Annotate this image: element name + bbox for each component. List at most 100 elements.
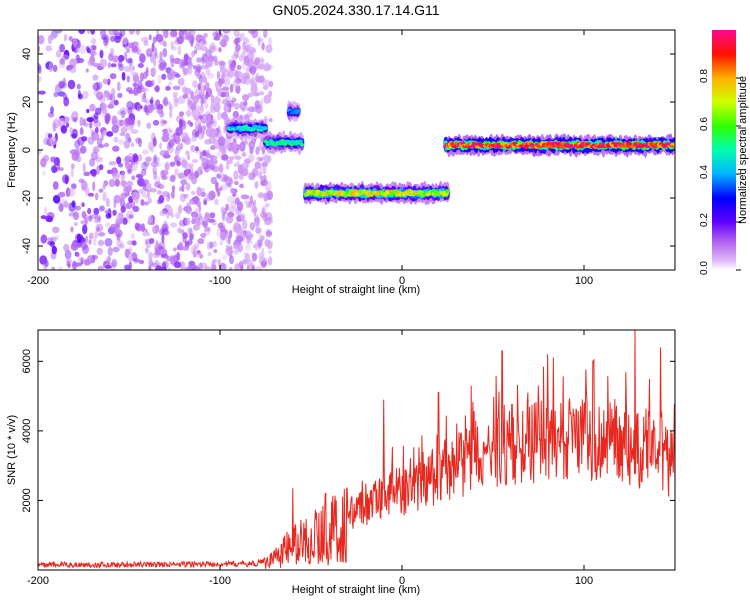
heatmap-cell bbox=[176, 161, 182, 167]
heatmap-cell bbox=[251, 264, 256, 270]
heatmap-cell bbox=[81, 244, 90, 255]
heatmap-cell bbox=[242, 94, 249, 102]
heatmap-cell bbox=[243, 200, 250, 205]
heatmap-cell bbox=[50, 156, 56, 163]
heatmap-cell bbox=[147, 197, 152, 204]
heatmap-cell bbox=[185, 109, 192, 117]
heatmap-cell bbox=[49, 36, 54, 41]
heatmap-cell bbox=[43, 154, 50, 163]
heatmap-cell bbox=[230, 187, 234, 194]
heatmap-cell bbox=[136, 120, 141, 128]
heatmap-cell bbox=[200, 162, 206, 169]
heatmap-cell bbox=[212, 240, 217, 248]
heatmap-cell bbox=[185, 205, 193, 215]
heatmap-cell bbox=[105, 213, 112, 219]
heatmap-cell bbox=[55, 50, 62, 58]
heatmap-cell bbox=[96, 165, 101, 175]
heatmap-cell bbox=[204, 139, 212, 145]
heatmap-cell bbox=[218, 78, 225, 85]
heatmap-cell bbox=[38, 44, 41, 54]
heatmap-cell bbox=[161, 120, 168, 125]
heatmap-cell bbox=[172, 85, 181, 91]
heatmap-cell bbox=[150, 67, 157, 75]
heatmap-cell bbox=[177, 172, 185, 180]
heatmap-cell bbox=[47, 240, 55, 246]
heatmap-cell bbox=[90, 151, 99, 161]
heatmap-cell bbox=[254, 57, 261, 66]
heatmap-cell bbox=[207, 127, 212, 135]
heatmap-cell bbox=[214, 198, 219, 206]
heatmap-cell bbox=[115, 215, 121, 224]
heatmap-cell bbox=[146, 182, 152, 191]
heatmap-cell bbox=[55, 235, 60, 240]
heatmap-cell bbox=[107, 246, 113, 256]
heatmap-cell bbox=[219, 60, 224, 70]
heatmap-cell bbox=[155, 34, 164, 43]
heatmap-cell bbox=[218, 136, 226, 147]
heatmap-cell bbox=[187, 227, 192, 235]
heatmap-cell bbox=[248, 140, 256, 150]
heatmap-cell bbox=[162, 30, 167, 37]
heatmap-cell bbox=[168, 104, 173, 112]
heatmap-cell bbox=[92, 82, 101, 91]
heatmap-cell bbox=[157, 190, 162, 195]
heatmap-cell bbox=[196, 221, 201, 227]
heatmap-cell bbox=[143, 98, 148, 103]
heatmap-cell bbox=[132, 82, 139, 87]
heatmap-cell bbox=[94, 82, 98, 90]
heatmap-cell bbox=[80, 145, 87, 154]
heatmap-cell bbox=[52, 226, 60, 234]
heatmap-cell bbox=[59, 43, 65, 53]
heatmap-cell bbox=[52, 194, 61, 204]
heatmap-cell bbox=[171, 191, 175, 199]
heatmap-cell bbox=[113, 136, 119, 143]
heatmap-cell bbox=[128, 260, 132, 270]
heatmap-cell bbox=[120, 192, 127, 200]
heatmap-cell bbox=[93, 207, 100, 215]
heatmap-cell bbox=[207, 251, 212, 257]
heatmap-cell bbox=[116, 81, 121, 92]
heatmap-cell bbox=[225, 203, 230, 211]
heatmap-cell bbox=[59, 167, 64, 172]
heatmap-cell bbox=[189, 264, 197, 270]
heatmap-cell bbox=[248, 48, 256, 54]
heatmap-cell bbox=[90, 30, 95, 35]
heatmap-cell bbox=[225, 215, 234, 224]
heatmap-cell bbox=[72, 38, 78, 48]
heatmap-cell bbox=[124, 51, 128, 60]
heatmap-cell bbox=[177, 77, 185, 86]
heatmap-cell bbox=[102, 78, 109, 85]
heatmap-cell bbox=[627, 142, 632, 146]
heatmap-cell bbox=[189, 65, 193, 70]
heatmap-cell bbox=[191, 158, 199, 164]
heatmap-cell bbox=[85, 68, 89, 73]
heatmap-cell bbox=[225, 244, 230, 252]
heatmap-cell bbox=[154, 85, 160, 93]
spectrogram-x-axis-label: Height of straight line (km) bbox=[292, 284, 420, 296]
heatmap-cell bbox=[192, 65, 197, 70]
heatmap-cell bbox=[475, 145, 480, 149]
heatmap-cell bbox=[67, 79, 76, 90]
heatmap-cell bbox=[265, 229, 272, 234]
heatmap-cell bbox=[189, 30, 196, 37]
heatmap-cell bbox=[108, 178, 116, 188]
heatmap-cell bbox=[89, 120, 93, 129]
heatmap-cell bbox=[223, 174, 229, 182]
heatmap-cell bbox=[180, 58, 186, 68]
heatmap-cell bbox=[192, 250, 197, 258]
heatmap-cell bbox=[192, 95, 200, 104]
heatmap-cell bbox=[232, 192, 237, 197]
heatmap-cell bbox=[105, 197, 110, 207]
heatmap-cell bbox=[181, 184, 185, 193]
heatmap-cell bbox=[208, 45, 216, 53]
heatmap-cell bbox=[472, 142, 478, 146]
heatmap-cell bbox=[249, 112, 253, 118]
heatmap-cell bbox=[122, 217, 128, 225]
heatmap-cell bbox=[171, 185, 176, 193]
heatmap-cell bbox=[70, 163, 75, 170]
heatmap-cell bbox=[131, 191, 139, 201]
heatmap-cell bbox=[135, 159, 139, 165]
heatmap-cell bbox=[222, 212, 226, 222]
colorbar-ticks: 0.0 0.2 0.4 0.6 0.8 bbox=[699, 69, 741, 275]
heatmap-cell bbox=[169, 161, 176, 167]
